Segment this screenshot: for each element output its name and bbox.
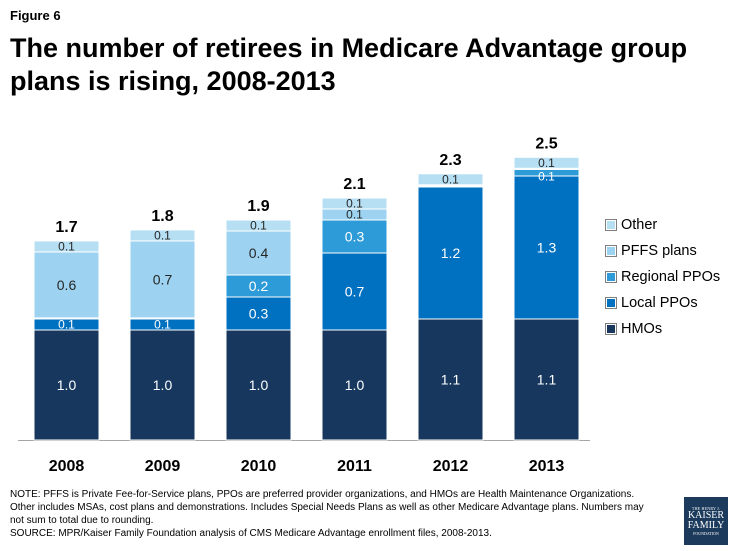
- chart-title: The number of retirees in Medicare Advan…: [10, 33, 688, 96]
- bar-segment-hmos-2010: [225, 329, 292, 441]
- bar-segment-other-2010: [225, 219, 292, 232]
- total-label-2011: 2.1: [343, 176, 365, 193]
- bar-segment-local-ppos-2011: [321, 252, 388, 331]
- legend-label: Other: [621, 217, 658, 233]
- legend-item-regional-ppos: Regional PPOs: [605, 264, 721, 290]
- data-label-hmos-2008: 1.0: [57, 377, 77, 393]
- legend-swatch: [605, 245, 617, 257]
- logo-line-4: FOUNDATION: [693, 531, 719, 536]
- legend-item-local-ppos: Local PPOs: [605, 290, 720, 316]
- bar-segment-other-2009: [129, 229, 196, 242]
- bar-segment-hmos-2009: [129, 329, 196, 441]
- legend-label: Regional PPOs: [621, 269, 721, 285]
- data-label-extra-regional-ppos-2013: 0.1: [538, 170, 555, 184]
- data-label-hmos-2012: 1.1: [441, 372, 461, 388]
- legend-label: PFFS plans: [621, 243, 697, 259]
- logo-line-3: FAMILY: [687, 520, 725, 531]
- bar-segment-other-2011: [321, 197, 388, 210]
- x-tick-label-2013: 2013: [529, 458, 565, 475]
- data-label-pffs-plans-2010: 0.4: [249, 245, 269, 261]
- data-label-other-2012: 0.1: [442, 172, 459, 186]
- data-label-local-ppos-2012: 1.2: [441, 245, 461, 261]
- bar-segment-hmos-2011: [321, 329, 388, 441]
- data-label-other-2010: 0.1: [250, 219, 267, 233]
- total-label-2013: 2.5: [535, 135, 557, 152]
- data-label-local-ppos-2011: 0.7: [345, 284, 365, 300]
- bar-segment-other-2013: [513, 156, 580, 169]
- bar-segment-pffs-plans-2010: [225, 230, 292, 276]
- footnote-line-1: NOTE: PFFS is Private Fee-for-Service pl…: [10, 489, 635, 500]
- legend-swatch: [605, 323, 617, 335]
- data-label-hmos-2010: 1.0: [249, 377, 269, 393]
- total-label-2012: 2.3: [439, 152, 461, 169]
- data-label-pffs-plans-2009: 0.7: [153, 271, 173, 287]
- figure-label: Figure 6: [10, 8, 61, 23]
- data-label-hmos-2011: 1.0: [345, 377, 365, 393]
- logo-line-2: KAISER: [687, 510, 725, 521]
- legend-swatch: [605, 219, 617, 231]
- bar-segment-pffs-plans-2009: [129, 240, 196, 319]
- legend-label: Local PPOs: [621, 295, 698, 311]
- legend-item-other: Other: [605, 212, 720, 238]
- legend-label: HMOs: [621, 321, 663, 337]
- data-label-pffs-plans-2008: 0.6: [57, 277, 77, 293]
- chart-legend: Other PFFS plans Regional PPOs Local PPOs HM…: [605, 212, 721, 342]
- data-label-hmos-2013: 1.1: [537, 372, 557, 388]
- footnote-line-2: Other includes MSAs, cost plans and demo…: [10, 502, 644, 513]
- data-label-other-2011: 0.1: [346, 197, 363, 211]
- footnote-line-3: not sum to total due to rounding.: [10, 515, 154, 526]
- legend-item-hmos: HMOs: [605, 316, 720, 342]
- x-tick-label-2011: 2011: [337, 458, 372, 475]
- data-label-other-2008: 0.1: [58, 239, 75, 253]
- data-label-other-2013: 0.1: [538, 156, 555, 170]
- bar-segment-local-ppos-2010: [225, 296, 292, 331]
- legend-swatch: [605, 297, 617, 309]
- kff-logo: THE HENRY J. KAISER FAMILY FOUNDATION: [684, 497, 728, 545]
- bar-segment-hmos-2012: [417, 318, 484, 441]
- bar-segment-local-ppos-2013: [513, 175, 580, 320]
- footnote: NOTE: PFFS is Private Fee-for-Service pl…: [10, 488, 670, 540]
- x-tick-label-2008: 2008: [49, 458, 85, 475]
- data-label-regional-ppos-2011: 0.3: [345, 229, 365, 245]
- source-line: SOURCE: MPR/Kaiser Family Foundation ana…: [10, 528, 492, 539]
- x-tick-label-2012: 2012: [433, 458, 469, 475]
- data-label-local-ppos-2013: 1.3: [537, 240, 557, 256]
- data-label-local-ppos-2009: 0.1: [154, 318, 171, 332]
- data-label-hmos-2009: 1.0: [153, 377, 173, 393]
- data-label-other-2009: 0.1: [154, 228, 171, 242]
- bar-segment-regional-ppos-2011: [321, 219, 388, 254]
- data-label-regional-ppos-2010: 0.2: [249, 278, 269, 294]
- data-label-pffs-plans-2011: 0.1: [346, 208, 363, 222]
- logo-line-1: THE HENRY J.: [691, 506, 721, 511]
- bar-segment-other-2008: [33, 240, 100, 253]
- total-label-2008: 1.7: [55, 219, 77, 236]
- data-label-local-ppos-2010: 0.3: [249, 306, 269, 322]
- legend-item-pffs-plans: PFFS plans: [605, 238, 720, 264]
- x-tick-label-2009: 2009: [145, 458, 181, 475]
- bar-segment-hmos-2013: [513, 318, 580, 441]
- total-label-2009: 1.8: [151, 208, 173, 225]
- data-label-local-ppos-2008: 0.1: [58, 318, 75, 332]
- total-label-2010: 1.9: [247, 198, 269, 215]
- bar-segment-other-2012: [417, 173, 484, 186]
- x-tick-label-2010: 2010: [241, 458, 277, 475]
- bar-segment-pffs-plans-2008: [33, 251, 100, 319]
- legend-swatch: [605, 271, 617, 283]
